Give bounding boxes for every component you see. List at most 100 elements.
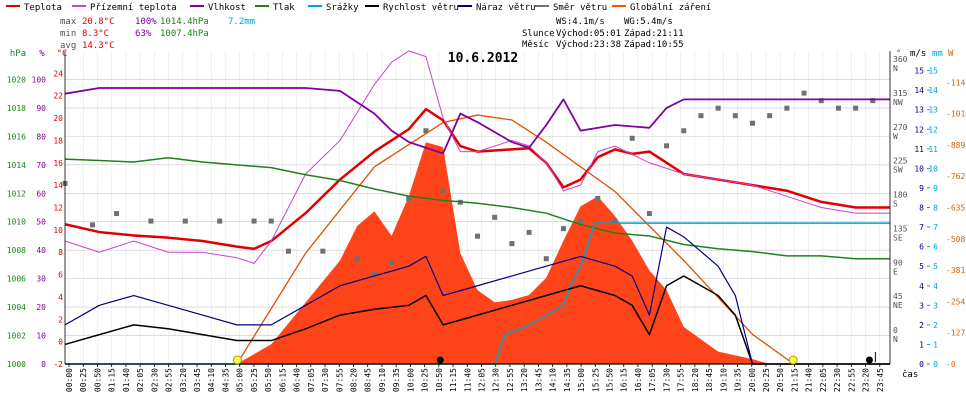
x-tick-label: 22:55 bbox=[847, 368, 856, 392]
series-line bbox=[65, 222, 890, 365]
axis-tick-label: 360 bbox=[893, 55, 908, 64]
stat-avg-temp: 14.3°C bbox=[82, 41, 115, 51]
wind-direction-point bbox=[784, 105, 790, 111]
x-tick-label: 20:00 bbox=[748, 368, 757, 392]
sun-curve bbox=[236, 114, 795, 365]
legend-label: Vlhkost bbox=[208, 3, 246, 13]
axis-tick-label: 12 bbox=[928, 125, 938, 134]
x-tick-label: 23:45 bbox=[876, 368, 885, 392]
axis-tick-label: -0 bbox=[946, 360, 956, 369]
sun-rise: Východ:05:01 bbox=[556, 29, 621, 39]
axis-tick-label: 270 bbox=[893, 123, 908, 132]
axis-tick-label: 1014 bbox=[7, 161, 26, 170]
x-tick-label: 15:00 bbox=[577, 368, 586, 392]
x-tick-label: 04:10 bbox=[207, 368, 216, 392]
axis-tick-label: 9 bbox=[933, 184, 938, 193]
axis-tick-label: 2 bbox=[933, 321, 938, 330]
axis-tick-label: 7 bbox=[933, 223, 938, 232]
legend-label: Rychlost větru bbox=[383, 3, 459, 13]
axis-tick-label: 10 bbox=[53, 226, 63, 235]
axis-tick-label: 1 bbox=[919, 340, 924, 349]
axis-tick-label: 18 bbox=[53, 136, 63, 145]
axis-tick-label: -127 bbox=[946, 329, 965, 338]
x-tick-label: 05:00 bbox=[236, 368, 245, 392]
legend-label: Globální záření bbox=[630, 3, 711, 13]
axis-tick-label: 5 bbox=[933, 262, 938, 271]
wind-direction-point bbox=[217, 218, 223, 224]
series-line bbox=[64, 50, 890, 264]
axis-tick-label: -889 bbox=[946, 141, 965, 150]
axis-tick-label: 14 bbox=[53, 181, 63, 190]
x-tick-label: 00:25 bbox=[79, 368, 88, 392]
axis-tick-label: 10 bbox=[36, 332, 46, 341]
wind-direction-point bbox=[406, 196, 412, 201]
axis-tick-label: 12 bbox=[53, 204, 63, 213]
axis-tick-label: 7 bbox=[919, 223, 924, 232]
x-tick-label: 15:25 bbox=[591, 368, 600, 392]
axis-tick-label: 13 bbox=[914, 106, 924, 115]
wind-direction-point bbox=[509, 241, 515, 247]
x-tick-label: 06:15 bbox=[278, 368, 287, 392]
axis-tick-label: 8 bbox=[58, 248, 63, 257]
axis-tick-label: hPa bbox=[10, 49, 26, 59]
axis-tick-label: 20 bbox=[36, 303, 46, 312]
axis-tick-label: m/s bbox=[910, 49, 926, 59]
axis-tick-label: 3 bbox=[933, 301, 938, 310]
wind-direction-point bbox=[526, 229, 532, 235]
legend-label: Teplota bbox=[24, 3, 62, 13]
axis-tick-label: 2 bbox=[58, 315, 63, 324]
moonset-marker bbox=[436, 356, 444, 364]
axis-tick-label: SW bbox=[893, 166, 903, 175]
stat-max-press: 1014.4hPa bbox=[160, 17, 209, 27]
x-tick-label: 14:10 bbox=[549, 368, 558, 392]
axis-tick-label: 100 bbox=[32, 75, 47, 84]
legend-label: Směr větru bbox=[553, 3, 607, 13]
astro-markers bbox=[232, 352, 876, 365]
x-tick-label: 17:55 bbox=[677, 368, 686, 392]
x-tick-label: 07:30 bbox=[321, 368, 330, 392]
x-tick-label: 23:20 bbox=[862, 368, 871, 392]
x-tick-label: 16:40 bbox=[634, 368, 643, 392]
wind-direction-point bbox=[818, 98, 824, 104]
legend-label: Srážky bbox=[326, 3, 359, 13]
x-tick-label: 12:05 bbox=[478, 368, 487, 392]
axis-tick-label: 60 bbox=[36, 189, 46, 198]
stat-max-rain: 7.2mm bbox=[228, 17, 255, 27]
wind-direction-point bbox=[182, 218, 188, 224]
stat-min-label: min bbox=[60, 29, 76, 39]
axis-tick-label: 1006 bbox=[7, 275, 26, 284]
axis-tick-label: 1010 bbox=[7, 218, 26, 227]
x-tick-label: 07:05 bbox=[307, 368, 316, 392]
axis-tick-label: S bbox=[893, 200, 898, 209]
stat-min-temp: 8.3°C bbox=[82, 29, 109, 39]
axis-tick-label: 70 bbox=[36, 161, 46, 170]
x-tick-label: 11:40 bbox=[463, 368, 472, 392]
axis-tick-label: 315 bbox=[893, 89, 908, 98]
axis-tick-label: 12 bbox=[914, 125, 924, 134]
axis-tick-label: 4 bbox=[58, 293, 63, 302]
axis-tick-label: 9 bbox=[919, 184, 924, 193]
x-tick-label: 01:40 bbox=[122, 368, 131, 392]
axis-tick-label: 2 bbox=[919, 321, 924, 330]
stats-block: max 20.8°C 100% 1014.4hPa 7.2mm min 8.3°… bbox=[60, 17, 255, 51]
axis-tick-label: 90 bbox=[893, 258, 903, 267]
axis-tick-label: 11 bbox=[914, 145, 924, 154]
axis-tick-label: 1020 bbox=[7, 75, 26, 84]
x-tick-label: 10:25 bbox=[421, 368, 430, 392]
axis-tick-label: N bbox=[893, 335, 898, 344]
axis-tick-label: 40 bbox=[36, 246, 46, 255]
wind-direction-point bbox=[543, 256, 549, 262]
axis-tick-label: 8 bbox=[933, 204, 938, 213]
wind-direction-point bbox=[629, 135, 635, 141]
x-tick-label: 12:30 bbox=[492, 368, 501, 392]
wind-gust-avg: WG:5.4m/s bbox=[624, 17, 673, 27]
axis-tick-label: 10 bbox=[928, 164, 938, 173]
x-tick-label: 22:30 bbox=[833, 368, 842, 392]
axis-tick-label: 24 bbox=[53, 69, 63, 78]
x-tick-label: 01:15 bbox=[108, 368, 117, 392]
x-tick-label: 11:15 bbox=[449, 368, 458, 392]
axis-tick-label: 1 bbox=[933, 340, 938, 349]
wind-direction-point bbox=[698, 113, 704, 119]
chart-title: 10.6.2012 bbox=[448, 51, 518, 66]
